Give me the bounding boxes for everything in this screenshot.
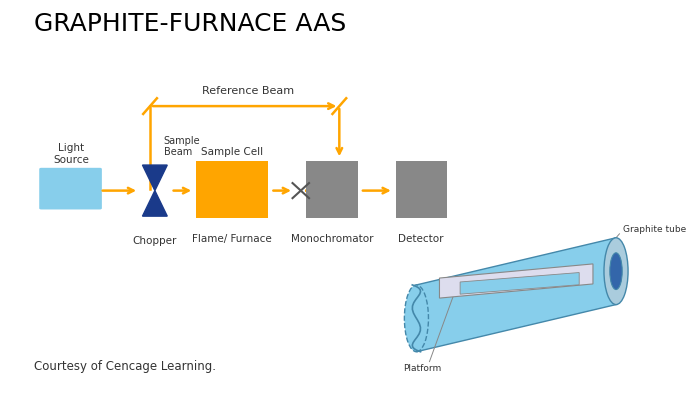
Text: Sample
Beam: Sample Beam bbox=[164, 136, 200, 157]
Ellipse shape bbox=[610, 253, 622, 290]
Text: GRAPHITE-FURNACE AAS: GRAPHITE-FURNACE AAS bbox=[34, 12, 346, 36]
FancyBboxPatch shape bbox=[196, 161, 268, 218]
FancyBboxPatch shape bbox=[39, 168, 102, 209]
Text: Light
Source: Light Source bbox=[53, 143, 89, 165]
Text: Reference Beam: Reference Beam bbox=[202, 86, 294, 96]
Polygon shape bbox=[460, 273, 579, 294]
Ellipse shape bbox=[405, 285, 428, 352]
Text: Monochromator: Monochromator bbox=[290, 234, 373, 244]
Polygon shape bbox=[143, 191, 167, 216]
Text: Sample Cell: Sample Cell bbox=[201, 147, 263, 157]
FancyBboxPatch shape bbox=[395, 161, 447, 218]
Text: Detector: Detector bbox=[398, 234, 444, 244]
Polygon shape bbox=[416, 238, 616, 352]
Text: Platform: Platform bbox=[403, 364, 442, 373]
Text: Graphite tube: Graphite tube bbox=[623, 225, 686, 234]
Text: Chopper: Chopper bbox=[133, 236, 177, 246]
FancyBboxPatch shape bbox=[307, 161, 358, 218]
Text: Flame/ Furnace: Flame/ Furnace bbox=[192, 234, 272, 244]
Ellipse shape bbox=[604, 238, 628, 305]
Polygon shape bbox=[143, 165, 167, 191]
Text: Courtesy of Cencage Learning.: Courtesy of Cencage Learning. bbox=[34, 360, 216, 373]
Polygon shape bbox=[440, 264, 593, 298]
